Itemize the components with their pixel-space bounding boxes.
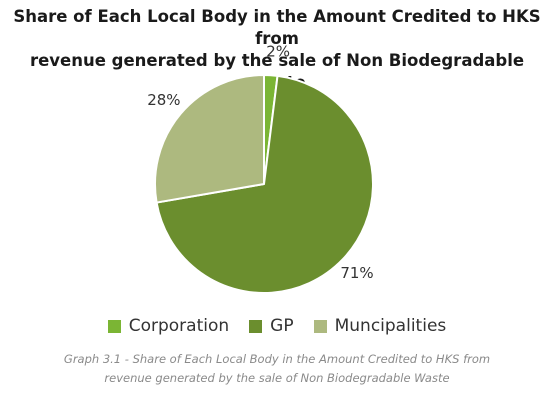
legend-label-corporation: Corporation	[128, 316, 230, 336]
legend-swatch-corporation	[107, 319, 121, 333]
pie-label-gp: 71%	[340, 264, 373, 282]
legend-swatch-muncipalities	[313, 319, 327, 333]
pie-chart: 2% 71% 28%	[147, 43, 374, 294]
legend-item-corporation: Corporation	[107, 316, 230, 336]
legend-label-gp: GP	[270, 316, 294, 336]
caption-line-2: revenue generated by the sale of Non Bio…	[104, 371, 450, 385]
legend-item-gp: GP	[249, 316, 294, 336]
pie-label-corporation: 2%	[266, 43, 290, 61]
legend-label-muncipalities: Muncipalities	[334, 316, 447, 336]
legend: Corporation GP Muncipalities	[0, 316, 554, 336]
caption-line-1: Graph 3.1 - Share of Each Local Body in …	[63, 352, 491, 366]
pie-label-muncipalities: 28%	[147, 91, 180, 109]
chart-title-line-1: Share of Each Local Body in the Amount C…	[13, 7, 541, 48]
figure-caption: Graph 3.1 - Share of Each Local Body in …	[0, 350, 554, 388]
pie-slice-muncipalities	[154, 74, 265, 204]
legend-swatch-gp	[249, 319, 263, 333]
legend-item-muncipalities: Muncipalities	[313, 316, 447, 336]
